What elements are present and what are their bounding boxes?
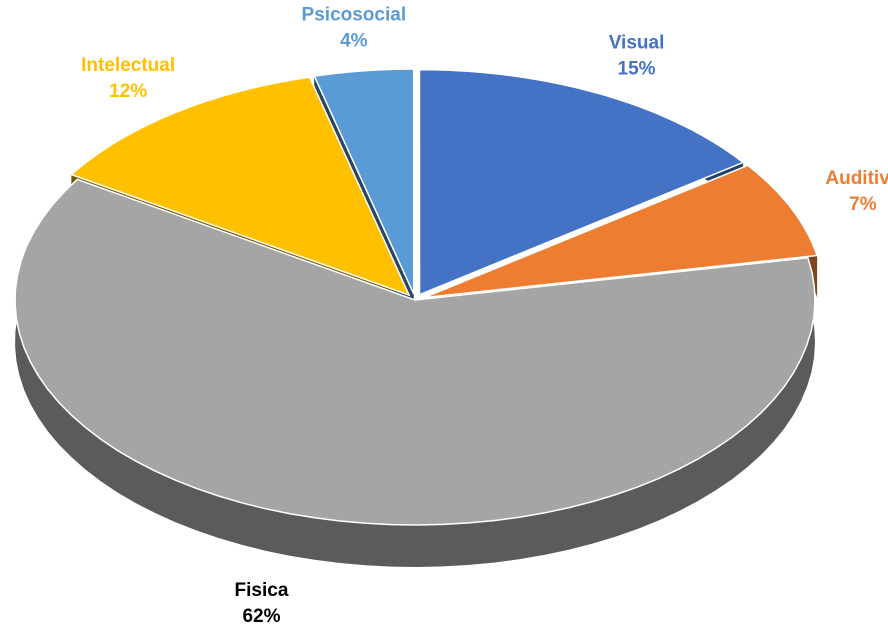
data-label-value: 62% xyxy=(242,606,280,627)
pie-tops xyxy=(14,68,819,526)
slice xyxy=(418,68,745,296)
data-label-value: 7% xyxy=(849,194,877,215)
data-label-name: Visual xyxy=(609,32,665,53)
slice xyxy=(14,178,816,526)
slice xyxy=(313,68,415,295)
data-label-name: Intelectual xyxy=(81,55,175,76)
data-label-name: Psicosocial xyxy=(302,5,407,26)
slice xyxy=(69,76,411,297)
data-label-value: 15% xyxy=(618,58,656,79)
slice xyxy=(423,164,819,299)
data-label-value: 12% xyxy=(109,81,147,102)
data-label-value: 4% xyxy=(340,31,368,52)
data-label-name: Auditiva xyxy=(825,168,888,189)
data-label-name: Fisica xyxy=(235,580,289,601)
